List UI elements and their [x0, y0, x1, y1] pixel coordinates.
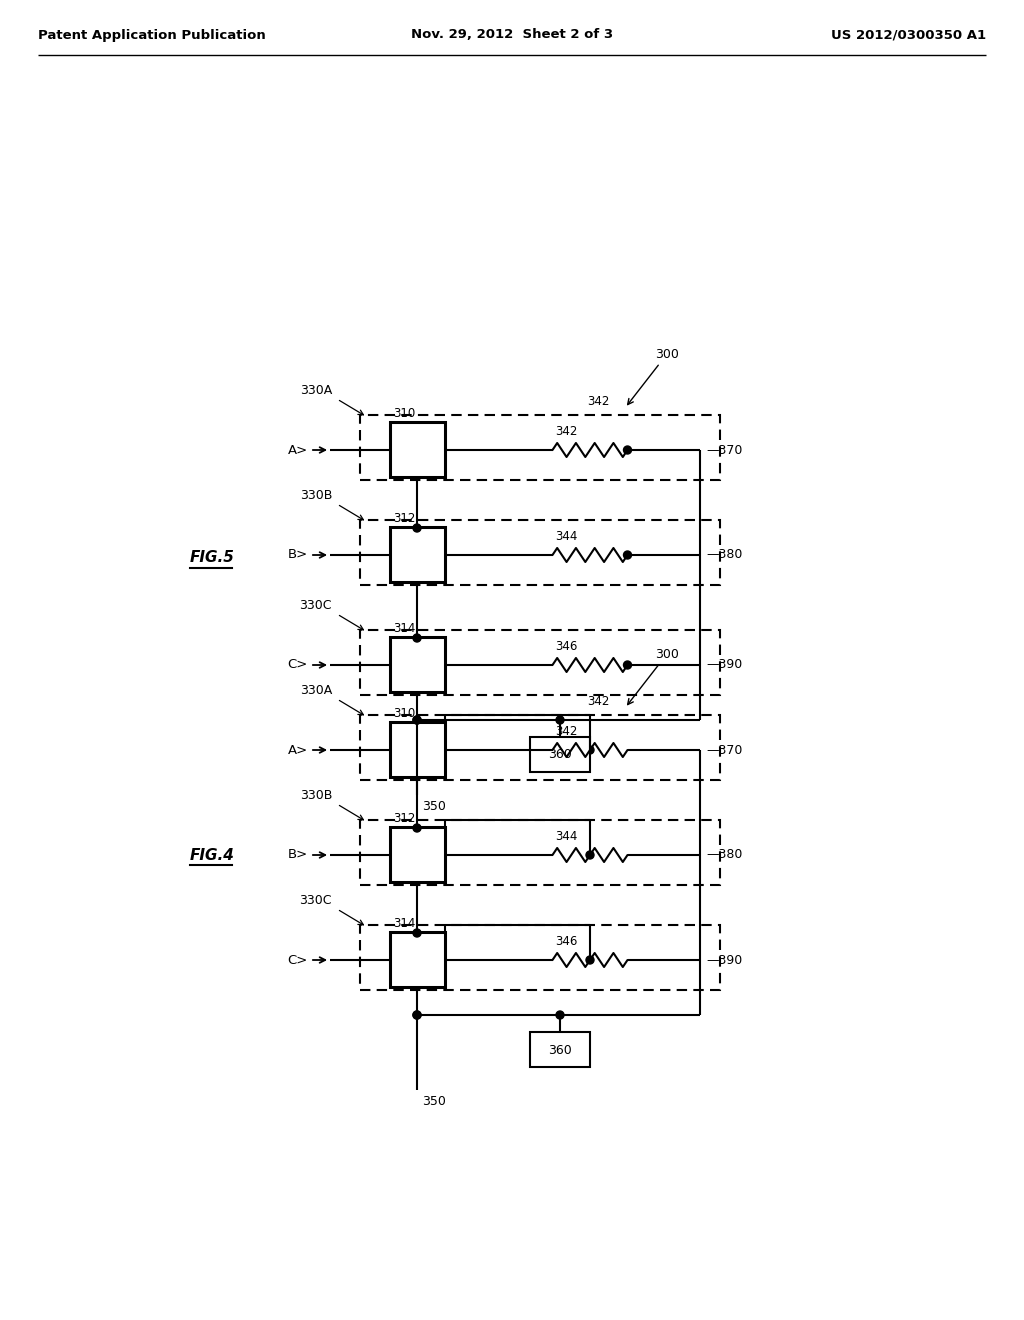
Text: 360: 360 — [548, 748, 571, 762]
Text: C>: C> — [288, 953, 308, 966]
Text: 342: 342 — [588, 696, 610, 708]
Bar — [390, 932, 445, 987]
Text: 350: 350 — [422, 1096, 445, 1107]
Circle shape — [556, 715, 564, 723]
Text: —370: —370 — [706, 743, 742, 756]
Text: Patent Application Publication: Patent Application Publication — [38, 29, 266, 41]
Text: 330C: 330C — [299, 894, 332, 907]
Text: 330A: 330A — [300, 384, 332, 397]
Circle shape — [624, 550, 632, 558]
Text: —390: —390 — [706, 953, 742, 966]
Circle shape — [413, 715, 421, 723]
Circle shape — [624, 446, 632, 454]
Text: 350: 350 — [422, 800, 445, 813]
Circle shape — [413, 824, 421, 832]
Bar — [390, 828, 445, 882]
Bar — [390, 722, 445, 777]
Text: FIG.4: FIG.4 — [190, 847, 234, 862]
Text: 300: 300 — [655, 348, 679, 360]
Text: —380: —380 — [706, 549, 742, 561]
Text: —390: —390 — [706, 659, 742, 672]
Circle shape — [586, 956, 594, 964]
Circle shape — [413, 1011, 421, 1019]
Circle shape — [586, 746, 594, 754]
Text: 314: 314 — [393, 622, 416, 635]
Text: 300: 300 — [655, 648, 679, 661]
Text: B>: B> — [288, 849, 308, 862]
Bar — [530, 737, 590, 772]
Text: C>: C> — [288, 659, 308, 672]
Circle shape — [586, 851, 594, 859]
Text: 312: 312 — [393, 512, 416, 525]
Text: 342: 342 — [555, 725, 578, 738]
Bar — [530, 1032, 590, 1067]
Circle shape — [413, 715, 421, 723]
Text: 342: 342 — [555, 425, 578, 438]
Text: 344: 344 — [555, 830, 578, 843]
Circle shape — [556, 1011, 564, 1019]
Bar — [390, 422, 445, 477]
Circle shape — [413, 929, 421, 937]
Text: 360: 360 — [548, 1044, 571, 1056]
Circle shape — [413, 634, 421, 642]
Text: A>: A> — [288, 743, 308, 756]
Text: B>: B> — [288, 549, 308, 561]
Text: 310: 310 — [393, 407, 416, 420]
Bar — [390, 638, 445, 692]
Text: 344: 344 — [555, 531, 578, 543]
Text: —380: —380 — [706, 849, 742, 862]
Text: 314: 314 — [393, 917, 416, 931]
Text: Nov. 29, 2012  Sheet 2 of 3: Nov. 29, 2012 Sheet 2 of 3 — [411, 29, 613, 41]
Text: —370: —370 — [706, 444, 742, 457]
Text: 330A: 330A — [300, 684, 332, 697]
Circle shape — [413, 524, 421, 532]
Text: 346: 346 — [555, 640, 578, 653]
Text: A>: A> — [288, 444, 308, 457]
Text: 342: 342 — [588, 395, 610, 408]
Text: 330C: 330C — [299, 599, 332, 612]
Text: 310: 310 — [393, 708, 416, 719]
Bar — [390, 527, 445, 582]
Text: 312: 312 — [393, 812, 416, 825]
Circle shape — [413, 1011, 421, 1019]
Text: 346: 346 — [555, 935, 578, 948]
Text: US 2012/0300350 A1: US 2012/0300350 A1 — [830, 29, 986, 41]
Text: FIG.5: FIG.5 — [190, 550, 234, 565]
Text: 330B: 330B — [300, 789, 332, 803]
Circle shape — [624, 661, 632, 669]
Text: 330B: 330B — [300, 488, 332, 502]
